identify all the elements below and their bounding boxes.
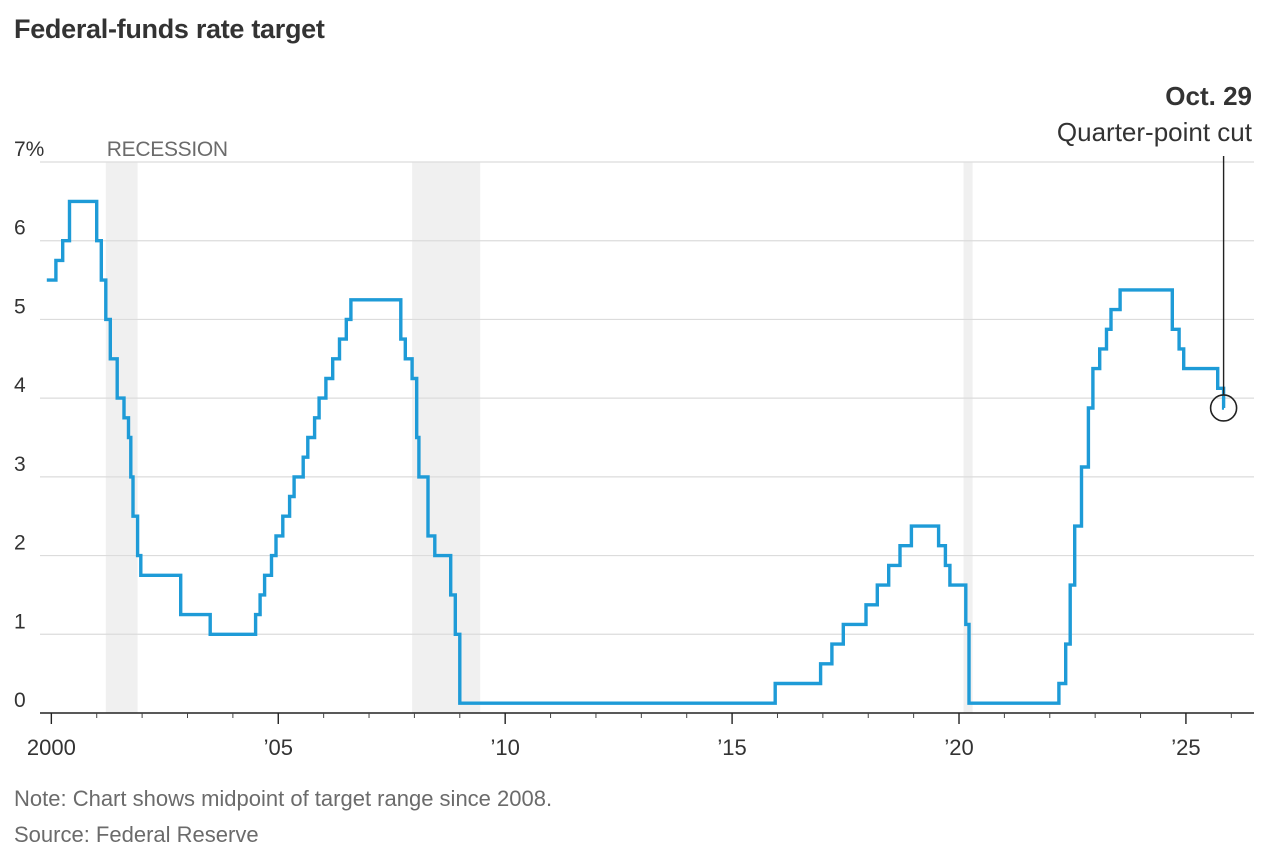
x-axis-layer: 2000 ’05 ’10 ’15 ’20 ’25 xyxy=(27,712,1254,760)
recession-label: RECESSION xyxy=(107,138,228,161)
annotation-layer: Oct. 29 Quarter-point cut xyxy=(1057,81,1253,422)
y-tick-label-5: 5 xyxy=(14,295,26,318)
annotation-date: Oct. 29 xyxy=(1165,81,1252,111)
x-tick-label-2020: ’20 xyxy=(944,735,973,760)
x-tick-label-2005: ’05 xyxy=(264,735,293,760)
recession-band-1 xyxy=(105,162,138,713)
x-tick-label-2000: 2000 xyxy=(27,735,76,760)
y-tick-label-0: 0 xyxy=(14,689,26,712)
x-tick-label-2025: ’25 xyxy=(1171,735,1200,760)
chart-source: Source: Federal Reserve xyxy=(14,822,259,847)
series-line-1 xyxy=(46,199,1226,705)
chart-note: Note: Chart shows midpoint of target ran… xyxy=(14,786,553,811)
gridlines-layer: 0 1 2 3 4 5 6 7% xyxy=(14,138,1254,712)
annotation-text: Quarter-point cut xyxy=(1057,117,1253,147)
series-line-layer xyxy=(46,199,1226,705)
x-tick-label-2015: ’15 xyxy=(717,735,746,760)
x-tick-label-2010: ’10 xyxy=(490,735,519,760)
chart-title: Federal-funds rate target xyxy=(14,14,325,44)
recession-band-3 xyxy=(963,162,973,713)
y-tick-label-4: 4 xyxy=(14,374,26,397)
annotation-circle-marker xyxy=(1209,394,1238,422)
y-tick-label-7: 7% xyxy=(14,138,44,161)
y-tick-label-3: 3 xyxy=(14,453,26,476)
recession-band-2 xyxy=(412,162,481,713)
y-tick-label-6: 6 xyxy=(14,217,26,240)
y-tick-label-1: 1 xyxy=(14,610,26,633)
y-tick-label-2: 2 xyxy=(14,532,26,555)
